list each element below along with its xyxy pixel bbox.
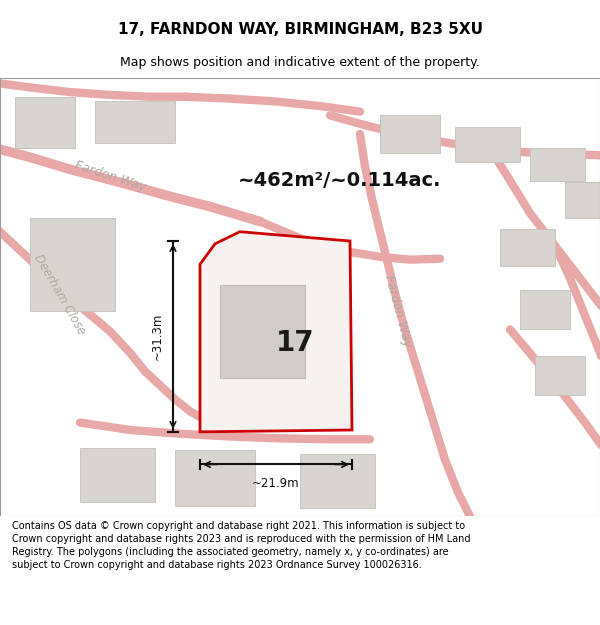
Bar	[220, 285, 305, 378]
Bar	[175, 451, 255, 506]
Bar	[535, 356, 585, 394]
Text: ~21.9m: ~21.9m	[252, 476, 300, 489]
Bar	[95, 101, 175, 143]
Text: 17: 17	[275, 329, 314, 357]
Bar	[500, 229, 555, 266]
Bar	[80, 448, 155, 502]
Bar	[565, 182, 600, 218]
Text: 17, FARNDON WAY, BIRMINGHAM, B23 5XU: 17, FARNDON WAY, BIRMINGHAM, B23 5XU	[118, 22, 482, 37]
Text: ~462m²/~0.114ac.: ~462m²/~0.114ac.	[238, 171, 442, 190]
Bar	[520, 291, 570, 329]
Bar	[15, 97, 75, 148]
Text: Fardon Way: Fardon Way	[73, 158, 147, 194]
Text: Fardon Way: Fardon Way	[382, 273, 414, 348]
Bar	[530, 148, 585, 181]
Text: ~31.3m: ~31.3m	[151, 312, 163, 360]
Bar	[30, 217, 115, 311]
Bar	[380, 116, 440, 152]
Text: Map shows position and indicative extent of the property.: Map shows position and indicative extent…	[120, 56, 480, 69]
Bar	[300, 454, 375, 508]
Polygon shape	[200, 232, 352, 432]
Text: Deerham Close: Deerham Close	[32, 252, 88, 336]
Text: Contains OS data © Crown copyright and database right 2021. This information is : Contains OS data © Crown copyright and d…	[12, 521, 470, 571]
Bar	[455, 126, 520, 162]
